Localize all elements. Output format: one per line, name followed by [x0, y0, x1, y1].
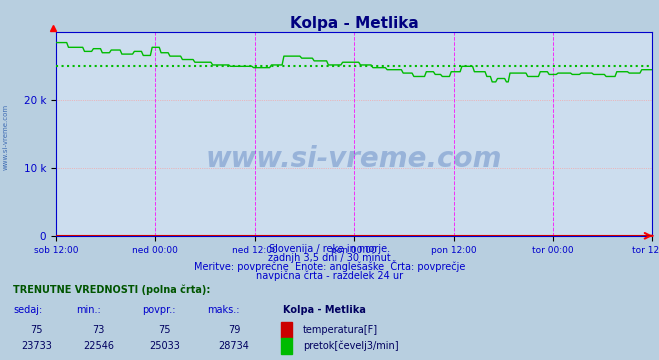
Text: 28734: 28734 [219, 341, 249, 351]
Text: 23733: 23733 [21, 341, 51, 351]
Title: Kolpa - Metlika: Kolpa - Metlika [290, 16, 418, 31]
Text: sedaj:: sedaj: [13, 305, 42, 315]
Text: pretok[čevelj3/min]: pretok[čevelj3/min] [303, 341, 399, 351]
Text: min.:: min.: [76, 305, 101, 315]
Text: 75: 75 [30, 325, 42, 335]
Text: 79: 79 [228, 325, 240, 335]
Text: Kolpa - Metlika: Kolpa - Metlika [283, 305, 366, 315]
Text: povpr.:: povpr.: [142, 305, 175, 315]
Text: 22546: 22546 [83, 341, 115, 351]
Text: zadnjh 3,5 dni / 30 minut: zadnjh 3,5 dni / 30 minut [268, 253, 391, 263]
Text: 25033: 25033 [150, 341, 180, 351]
Text: temperatura[F]: temperatura[F] [303, 325, 378, 335]
Text: Meritve: povprečne  Enote: anglešaške  Črta: povprečje: Meritve: povprečne Enote: anglešaške Črt… [194, 260, 465, 272]
Text: TRENUTNE VREDNOSTI (polna črta):: TRENUTNE VREDNOSTI (polna črta): [13, 285, 211, 296]
Text: www.si-vreme.com: www.si-vreme.com [206, 144, 502, 172]
Text: maks.:: maks.: [208, 305, 240, 315]
Text: www.si-vreme.com: www.si-vreme.com [2, 104, 9, 170]
Text: Slovenija / reke in morje.: Slovenija / reke in morje. [269, 244, 390, 254]
Text: 75: 75 [159, 325, 171, 335]
Text: navpična črta - razdelek 24 ur: navpična črta - razdelek 24 ur [256, 270, 403, 281]
Text: 73: 73 [93, 325, 105, 335]
